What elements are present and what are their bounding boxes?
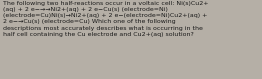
Text: The following two half-reactions occur in a voltaic cell: Ni(s)Cu2+
(aq) + 2 e−→: The following two half-reactions occur i… [3,1,208,37]
